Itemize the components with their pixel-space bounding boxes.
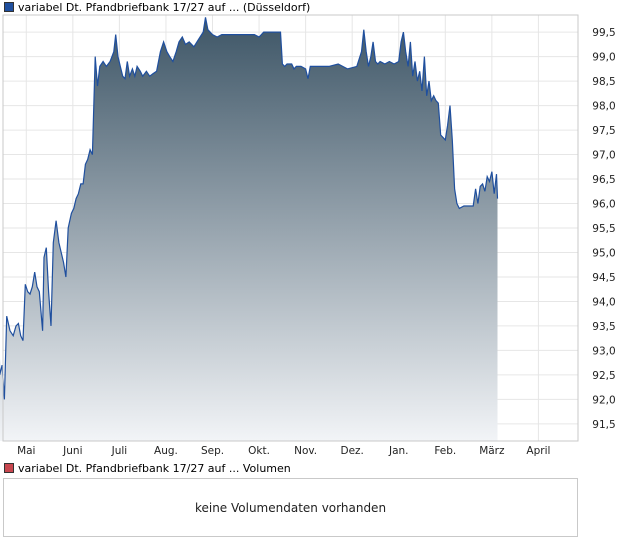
price-line [0, 17, 499, 400]
y-tick-label: 91,5 [592, 419, 615, 431]
y-tick-label: 92,5 [592, 370, 615, 382]
y-tick-label: 93,5 [592, 321, 615, 333]
y-axis-labels: 91,5 92,0 92,5 93,0 93,5 94,0 94,5 95,0 95,5 96,0… [592, 27, 615, 431]
y-tick-label: 98,5 [592, 76, 615, 88]
x-tick-label: Juli [111, 445, 128, 457]
y-tick-label: 92,0 [592, 394, 615, 406]
y-tick-label: 96,5 [592, 174, 615, 186]
price-legend-label: variabel Dt. Pfandbriefbank 17/27 auf ..… [18, 0, 311, 14]
y-tick-label: 97,5 [592, 125, 615, 137]
y-tick-label: 94,5 [592, 272, 615, 284]
y-tick-label: 99,5 [592, 27, 615, 39]
no-volume-message: keine Volumendaten vorhanden [194, 500, 387, 515]
y-tick-label: 93,0 [592, 345, 615, 357]
x-tick-label: Nov. [294, 445, 317, 457]
y-tick-label: 96,0 [592, 199, 615, 211]
x-tick-label: Aug. [154, 445, 178, 457]
volume-legend: variabel Dt. Pfandbriefbank 17/27 auf ..… [4, 461, 291, 475]
y-tick-label: 95,0 [592, 247, 615, 259]
x-tick-label: Feb. [434, 445, 456, 457]
x-tick-label: Dez. [340, 445, 363, 457]
y-tick-label: 95,5 [592, 223, 615, 235]
y-tick-label: 98,0 [592, 101, 615, 113]
price-area [0, 17, 498, 441]
volume-panel: keine Volumendaten vorhanden [3, 478, 578, 537]
y-tick-label: 99,0 [592, 52, 615, 64]
x-tick-label: Okt. [248, 445, 270, 457]
x-tick-label: Mai [17, 445, 35, 457]
plot-frame [2, 14, 579, 442]
volume-series-swatch-icon [4, 463, 14, 473]
volume-legend-label: variabel Dt. Pfandbriefbank 17/27 auf ..… [18, 461, 291, 475]
y-tick-label: 97,0 [592, 150, 615, 162]
x-tick-label: April [526, 445, 550, 457]
price-legend: variabel Dt. Pfandbriefbank 17/27 auf ..… [4, 0, 310, 14]
x-tick-label: Jan. [388, 445, 409, 457]
x-tick-label: März [479, 445, 505, 457]
x-tick-label: Sep. [201, 445, 224, 457]
x-axis-labels: Mai Juni Juli Aug. Sep. Okt. Nov. Dez. Jan. Feb. M… [17, 445, 550, 457]
price-series-swatch-icon [4, 2, 14, 12]
y-tick-label: 94,0 [592, 296, 615, 308]
price-chart: Mai Juni Juli Aug. Sep. Okt. Nov. Dez. Jan. Feb. M… [0, 14, 616, 457]
x-tick-label: Juni [62, 445, 82, 457]
